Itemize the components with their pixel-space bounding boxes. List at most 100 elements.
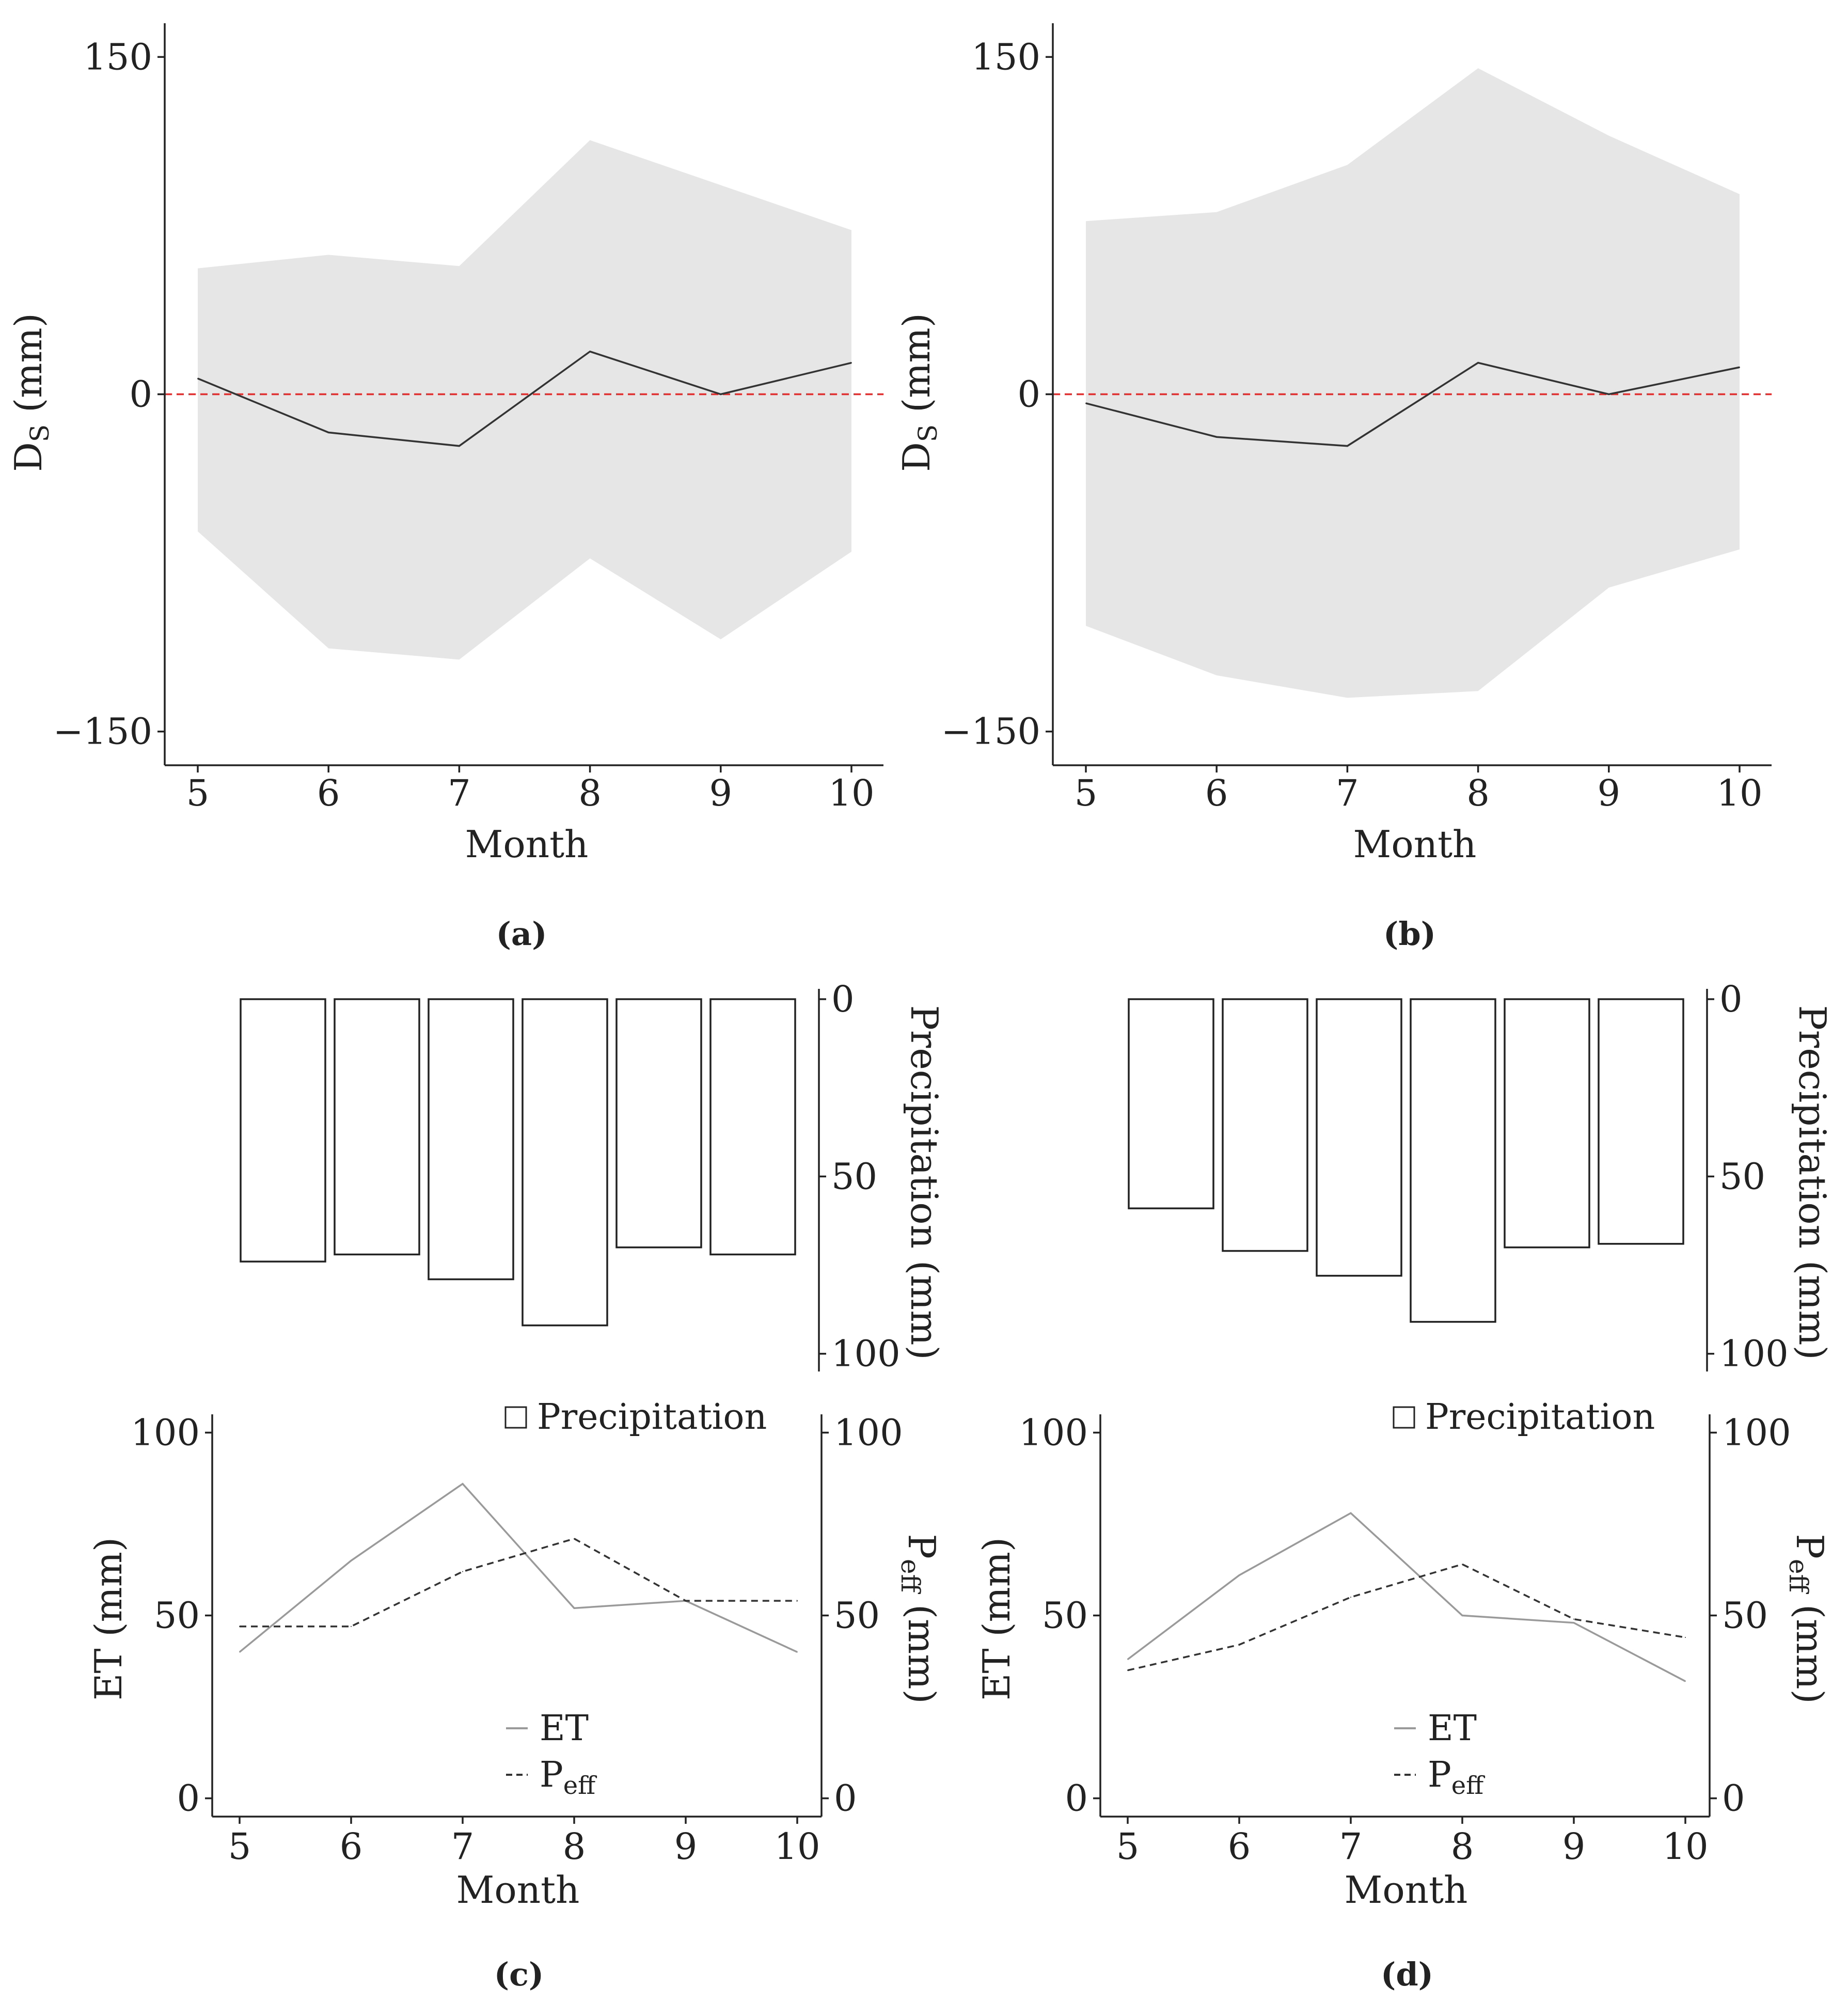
- et-line-point: [1462, 1615, 1463, 1616]
- panel-c-line-legend: ET Peff: [506, 1708, 597, 1800]
- et-line: [1127, 1512, 1686, 1682]
- y-tick-label: −150: [941, 711, 1040, 753]
- ds-mean-point: [328, 432, 329, 433]
- panel-c-label: (c): [494, 1955, 544, 1993]
- et-y-tick-label: 50: [1042, 1595, 1088, 1637]
- panel-c-peff-ylabel: Peff (mm): [895, 1534, 943, 1704]
- panel-b-xlabel: Month: [1353, 823, 1477, 866]
- et-line-point: [1127, 1659, 1128, 1660]
- precipitation-bar: [240, 998, 326, 1263]
- et-line-point: [1239, 1574, 1240, 1576]
- ds-range-band: [198, 140, 851, 660]
- peff-y-tick-label: 100: [834, 1411, 903, 1454]
- panel-c-precip-ylabel: Precipitation (mm): [903, 1005, 946, 1360]
- x-tick-label: 10: [828, 772, 874, 814]
- et-y-tick-label: 100: [131, 1411, 200, 1454]
- panel-a-label: (a): [496, 915, 547, 953]
- precipitation-bar: [1128, 998, 1214, 1209]
- x-tick-label: 8: [1466, 772, 1490, 814]
- precip-y-tick-label: 100: [1719, 1333, 1789, 1375]
- ds-mean-point: [589, 351, 591, 352]
- ds-mean-point: [1216, 436, 1218, 438]
- et-y-tick-label: 0: [177, 1777, 200, 1820]
- peff-line-point: [1350, 1597, 1351, 1598]
- panel-c-precip-legend: Precipitation: [504, 1397, 767, 1438]
- et-line-point: [351, 1560, 352, 1562]
- panel-c-precipitation-bars: 0 50 100: [240, 978, 901, 1375]
- ds-mean-line: [197, 350, 852, 447]
- et-line-point: [462, 1483, 463, 1485]
- precipitation-bar: [1410, 998, 1496, 1323]
- x-tick-label: 6: [1228, 1825, 1251, 1868]
- y-tick-label: 0: [129, 373, 152, 416]
- x-tick-label: 8: [578, 772, 602, 814]
- ds-mean-line: [1085, 361, 1740, 447]
- precip-y-tick-label: 50: [1719, 1155, 1765, 1197]
- x-tick-label: 7: [1339, 1825, 1363, 1868]
- x-tick-label: 9: [709, 772, 733, 814]
- ds-mean-point: [1739, 367, 1740, 368]
- x-tick-label: 7: [451, 1825, 475, 1868]
- panel-c-precip-legend-key: [504, 1406, 527, 1429]
- et-y-tick-label: 50: [154, 1595, 200, 1637]
- panel-d-precip-legend: Precipitation: [1393, 1397, 1655, 1438]
- x-tick-label: 6: [340, 1825, 363, 1868]
- x-tick-label: 6: [317, 772, 340, 814]
- ds-mean-point: [720, 393, 721, 395]
- peff-line: [1127, 1563, 1686, 1671]
- et-line-point: [239, 1651, 240, 1653]
- panel-a: 150 0 −150 5 6 7 8 9 10 DS (mm) Month (a): [7, 23, 883, 953]
- x-tick-label: 10: [1662, 1825, 1708, 1868]
- panel-d-legend-peff-text: Peff: [1428, 1755, 1485, 1800]
- y-tick-label: 150: [83, 36, 152, 78]
- et-y-tick-label: 100: [1019, 1411, 1088, 1454]
- ds-range-band: [1086, 68, 1740, 698]
- peff-line-point: [351, 1626, 352, 1627]
- peff-y-tick-label: 50: [1722, 1595, 1768, 1637]
- peff-y-tick-label: 0: [834, 1777, 857, 1820]
- panel-d-precip-legend-text: Precipitation: [1425, 1397, 1655, 1438]
- x-tick-label: 9: [1598, 772, 1621, 814]
- panel-d-precip-ylabel: Precipitation (mm): [1791, 1005, 1834, 1360]
- panel-c-xlabel: Month: [456, 1868, 580, 1912]
- x-tick-label: 7: [448, 772, 471, 814]
- x-tick-label: 9: [1562, 1825, 1586, 1868]
- et-y-tick-label: 0: [1065, 1777, 1088, 1820]
- peff-line: [240, 1537, 797, 1628]
- ds-mean-point: [1347, 445, 1348, 447]
- panel-d-line-legend: ET Peff: [1394, 1708, 1485, 1800]
- panel-c-legend-et-text: ET: [540, 1708, 589, 1749]
- precipitation-bar: [1222, 998, 1308, 1252]
- x-tick-label: 8: [1451, 1825, 1474, 1868]
- panel-d-precip-legend-key: [1393, 1406, 1415, 1429]
- peff-line-point: [1239, 1644, 1240, 1646]
- precip-y-tick-label: 0: [831, 978, 855, 1020]
- peff-line-point: [797, 1600, 798, 1602]
- panel-b-plot-area: 150 0 −150 5 6 7 8 9 10: [941, 23, 1772, 814]
- panel-d-xlabel: Month: [1345, 1868, 1468, 1912]
- ds-mean-point: [459, 445, 460, 447]
- peff-line-point: [685, 1600, 686, 1602]
- precipitation-bar: [615, 998, 702, 1249]
- et-line-point: [574, 1607, 575, 1609]
- ds-mean-point: [197, 378, 198, 380]
- panel-b-label: (b): [1383, 915, 1436, 953]
- panel-d-peff-ylabel: Peff (mm): [1783, 1534, 1831, 1704]
- x-tick-label: 9: [674, 1825, 698, 1868]
- et-line-point: [797, 1651, 798, 1653]
- panel-c-et-ylabel: ET (mm): [87, 1537, 130, 1700]
- x-tick-label: 5: [1116, 1825, 1140, 1868]
- precipitation-bar: [1504, 998, 1590, 1249]
- et-line-point: [1573, 1622, 1574, 1623]
- x-tick-label: 6: [1205, 772, 1228, 814]
- panel-b-ylabel: DS (mm): [895, 313, 943, 472]
- peff-y-tick-label: 100: [1722, 1411, 1791, 1454]
- peff-line-point: [239, 1626, 240, 1627]
- peff-line-point: [1462, 1564, 1463, 1565]
- y-tick-label: 150: [971, 36, 1040, 78]
- y-tick-label: −150: [53, 711, 152, 753]
- peff-y-tick-label: 0: [1722, 1777, 1745, 1820]
